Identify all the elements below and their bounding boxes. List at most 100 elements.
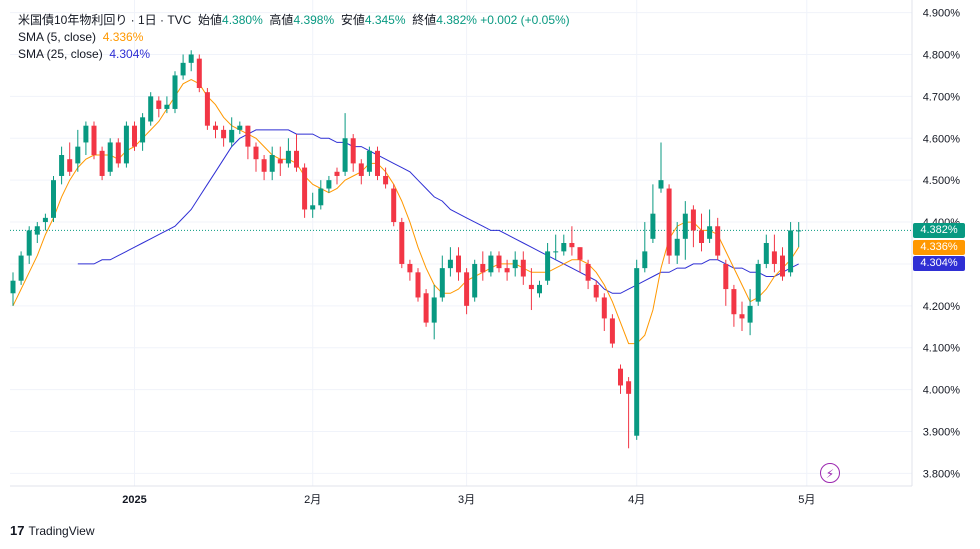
candle	[148, 92, 154, 126]
candle	[520, 251, 526, 285]
candle	[204, 87, 210, 130]
candle-body	[334, 171, 340, 176]
candle-body	[34, 226, 40, 235]
x-tick-label: 2月	[304, 494, 321, 506]
candle	[75, 129, 81, 172]
candle	[310, 192, 316, 218]
candle	[666, 184, 672, 264]
legend-ohlc-row: 米国債10年物利回り · 1日 · TVC 始値4.380% 高値4.398% …	[18, 12, 570, 29]
sma25-badge: 4.304%	[913, 256, 965, 272]
symbol-title[interactable]: 米国債10年物利回り · 1日 · TVC	[18, 13, 192, 27]
x-tick-label: 5月	[798, 494, 815, 506]
candle-body	[107, 142, 113, 172]
candle-body	[253, 146, 259, 160]
candle	[569, 226, 575, 256]
candle	[771, 234, 777, 273]
candle	[358, 159, 364, 185]
candle-body	[788, 230, 794, 273]
candle-body	[156, 100, 162, 109]
close-value: 4.382%	[436, 13, 477, 27]
candle	[188, 50, 194, 72]
candle-body	[59, 155, 65, 176]
candle	[334, 167, 340, 185]
candle-body	[569, 243, 575, 248]
chart-legend: 米国債10年物利回り · 1日 · TVC 始値4.380% 高値4.398% …	[18, 12, 570, 63]
candle-body	[488, 255, 494, 273]
candle	[42, 213, 48, 231]
candle	[739, 301, 745, 331]
candle-body	[180, 62, 186, 76]
candle	[699, 213, 704, 252]
candle-body	[18, 255, 24, 281]
candle	[439, 255, 445, 302]
y-tick-label: 4.800%	[923, 49, 961, 61]
candle	[294, 134, 299, 172]
candle	[537, 280, 542, 298]
legend-sma25-row[interactable]: SMA (25, close) 4.304%	[18, 46, 570, 63]
candle-body	[585, 263, 591, 281]
low-value: 4.345%	[364, 13, 406, 27]
candle-body	[51, 180, 56, 218]
candle-body	[545, 251, 551, 281]
y-tick-label: 3.900%	[923, 427, 961, 439]
y-tick-label: 4.200%	[923, 301, 961, 313]
candle	[237, 121, 243, 135]
candle	[67, 142, 73, 176]
candle-body	[739, 314, 745, 319]
candle-body	[350, 138, 356, 164]
candle-body	[577, 247, 583, 260]
candle-body	[553, 251, 559, 253]
candle-body	[358, 163, 364, 176]
candle-body	[642, 251, 648, 269]
candle-body	[796, 230, 802, 232]
candle-body	[75, 146, 81, 164]
footer-branding[interactable]: 17 TradingView	[10, 523, 95, 538]
candle	[83, 121, 89, 156]
candle	[302, 163, 308, 218]
candle-body	[132, 125, 137, 147]
candle-body	[456, 255, 461, 273]
candle	[504, 259, 510, 281]
lightning-bolt-icon[interactable]: ⚡	[820, 463, 840, 483]
candle	[585, 259, 591, 290]
candle	[512, 251, 518, 277]
candle-body	[439, 268, 445, 298]
candle-body	[593, 284, 599, 298]
candle	[447, 247, 453, 277]
candle-body	[366, 150, 372, 172]
legend-sma5-row[interactable]: SMA (5, close) 4.336%	[18, 29, 570, 46]
candle-body	[682, 213, 688, 239]
candle	[59, 146, 65, 185]
candle	[609, 314, 615, 348]
candle	[626, 377, 632, 449]
candle-body	[42, 217, 48, 223]
candle	[796, 222, 802, 248]
candle-body	[140, 117, 146, 143]
candle	[593, 280, 599, 302]
candle	[350, 134, 356, 172]
candle	[156, 96, 162, 118]
candle-body	[464, 272, 470, 306]
candle-body	[609, 318, 615, 344]
candle	[164, 96, 170, 114]
candle	[34, 222, 40, 243]
candle	[496, 251, 502, 273]
candle	[618, 364, 623, 394]
x-tick-label: 3月	[458, 494, 475, 506]
candle-body	[601, 297, 607, 319]
candle	[10, 272, 16, 306]
candle	[601, 293, 607, 331]
candle-body	[269, 155, 275, 172]
candle-body	[148, 96, 154, 122]
candle	[375, 146, 380, 181]
candle-body	[237, 125, 243, 130]
open-label: 始値	[198, 13, 223, 27]
x-tick-label: 2025	[122, 494, 146, 506]
sma5-badge: 4.336%	[913, 239, 965, 255]
candle	[132, 121, 137, 151]
candle	[277, 146, 283, 176]
candle	[26, 226, 32, 264]
candle-body	[383, 175, 389, 185]
candle-body	[723, 263, 729, 290]
